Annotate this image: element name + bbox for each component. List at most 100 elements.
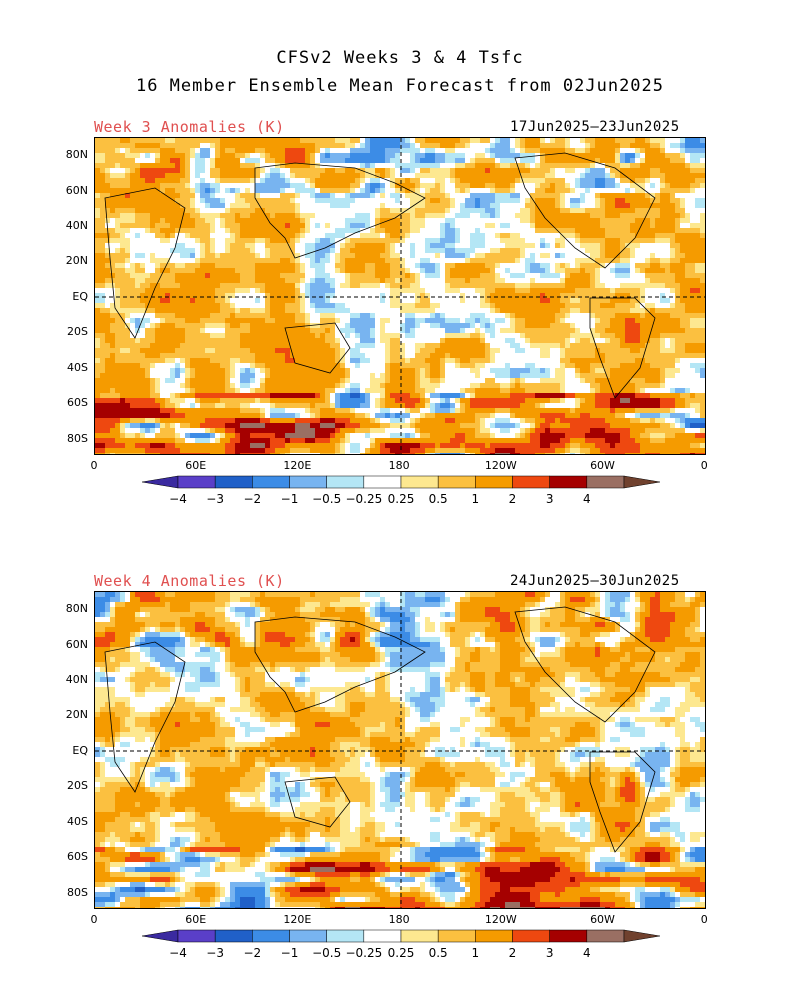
anomaly-cell bbox=[630, 148, 636, 154]
anomaly-cell bbox=[680, 203, 686, 209]
anomaly-cell bbox=[385, 243, 391, 249]
anomaly-cell bbox=[595, 173, 601, 179]
anomaly-cell bbox=[675, 263, 681, 269]
anomaly-cell bbox=[210, 338, 216, 344]
anomaly-cell bbox=[675, 243, 681, 249]
anomaly-cell bbox=[555, 328, 561, 334]
anomaly-cell bbox=[450, 258, 456, 264]
anomaly-cell bbox=[435, 178, 441, 184]
anomaly-cell bbox=[490, 153, 496, 159]
anomaly-cell bbox=[195, 328, 201, 334]
anomaly-cell bbox=[140, 168, 146, 174]
anomaly-cell bbox=[405, 143, 411, 149]
anomaly-cell bbox=[515, 203, 521, 209]
anomaly-cell bbox=[240, 278, 246, 284]
anomaly-cell bbox=[675, 228, 681, 234]
anomaly-cell bbox=[280, 328, 286, 334]
anomaly-cell bbox=[455, 238, 461, 244]
anomaly-cell bbox=[625, 248, 631, 254]
anomaly-cell bbox=[630, 158, 636, 164]
anomaly-cell bbox=[335, 298, 341, 304]
anomaly-cell bbox=[565, 268, 571, 274]
anomaly-cell bbox=[110, 153, 116, 159]
anomaly-cell bbox=[670, 223, 676, 229]
anomaly-cell bbox=[225, 278, 231, 284]
anomaly-cell bbox=[115, 318, 121, 324]
anomaly-cell bbox=[215, 338, 221, 344]
anomaly-cell bbox=[520, 198, 526, 204]
anomaly-cell bbox=[630, 258, 636, 264]
anomaly-cell bbox=[425, 298, 431, 304]
anomaly-cell bbox=[95, 183, 101, 189]
anomaly-cell bbox=[450, 313, 456, 319]
anomaly-cell bbox=[555, 148, 561, 154]
anomaly-cell bbox=[345, 243, 351, 249]
anomaly-cell bbox=[555, 208, 561, 214]
anomaly-cell bbox=[600, 223, 606, 229]
anomaly-cell bbox=[160, 253, 166, 259]
anomaly-cell bbox=[140, 333, 146, 339]
anomaly-cell bbox=[450, 328, 456, 334]
anomaly-cell bbox=[405, 238, 411, 244]
anomaly-cell bbox=[370, 273, 376, 279]
anomaly-cell bbox=[250, 288, 256, 294]
anomaly-cell bbox=[380, 138, 386, 144]
anomaly-cell bbox=[345, 308, 351, 314]
anomaly-cell bbox=[680, 278, 686, 284]
anomaly-cell bbox=[615, 218, 621, 224]
anomaly-cell bbox=[265, 293, 271, 299]
anomaly-cell bbox=[435, 158, 441, 164]
anomaly-cell bbox=[260, 253, 266, 259]
anomaly-cell bbox=[425, 193, 431, 199]
anomaly-cell bbox=[385, 293, 391, 299]
anomaly-cell bbox=[590, 173, 596, 179]
anomaly-cell bbox=[480, 158, 486, 164]
anomaly-cell bbox=[330, 303, 336, 309]
anomaly-cell bbox=[645, 218, 651, 224]
anomaly-cell bbox=[305, 188, 311, 194]
anomaly-cell bbox=[700, 303, 705, 309]
anomaly-cell bbox=[460, 158, 466, 164]
anomaly-cell bbox=[590, 203, 596, 209]
anomaly-cell bbox=[200, 333, 206, 339]
anomaly-cell bbox=[525, 193, 531, 199]
anomaly-cell bbox=[535, 248, 541, 254]
anomaly-cell bbox=[510, 333, 516, 339]
anomaly-cell bbox=[480, 333, 486, 339]
anomaly-cell bbox=[445, 163, 451, 169]
anomaly-cell bbox=[220, 258, 226, 264]
anomaly-cell bbox=[355, 278, 361, 284]
anomaly-cell bbox=[675, 303, 681, 309]
anomaly-cell bbox=[595, 208, 601, 214]
anomaly-cell bbox=[125, 188, 131, 194]
anomaly-cell bbox=[685, 283, 691, 289]
anomaly-cell bbox=[670, 303, 676, 309]
anomaly-cell bbox=[145, 213, 151, 219]
anomaly-cell bbox=[110, 178, 116, 184]
anomaly-cell bbox=[495, 138, 501, 144]
anomaly-cell bbox=[570, 218, 576, 224]
anomaly-cell bbox=[490, 143, 496, 149]
anomaly-cell bbox=[330, 198, 336, 204]
anomaly-cell bbox=[130, 318, 136, 324]
anomaly-cell bbox=[475, 323, 481, 329]
anomaly-cell bbox=[190, 153, 196, 159]
anomaly-cell bbox=[175, 203, 181, 209]
anomaly-cell bbox=[680, 328, 686, 334]
anomaly-cell bbox=[450, 178, 456, 184]
anomaly-cell bbox=[480, 228, 486, 234]
anomaly-cell bbox=[405, 148, 411, 154]
anomaly-cell bbox=[615, 283, 621, 289]
anomaly-cell bbox=[470, 243, 476, 249]
anomaly-cell bbox=[615, 228, 621, 234]
anomaly-cell bbox=[140, 268, 146, 274]
anomaly-cell bbox=[595, 333, 601, 339]
anomaly-cell bbox=[530, 338, 536, 344]
anomaly-cell bbox=[365, 253, 371, 259]
anomaly-cell bbox=[545, 253, 551, 259]
anomaly-cell bbox=[485, 323, 491, 329]
anomaly-cell bbox=[120, 303, 126, 309]
anomaly-cell bbox=[590, 243, 596, 249]
anomaly-cell bbox=[360, 328, 366, 334]
anomaly-cell bbox=[515, 248, 521, 254]
